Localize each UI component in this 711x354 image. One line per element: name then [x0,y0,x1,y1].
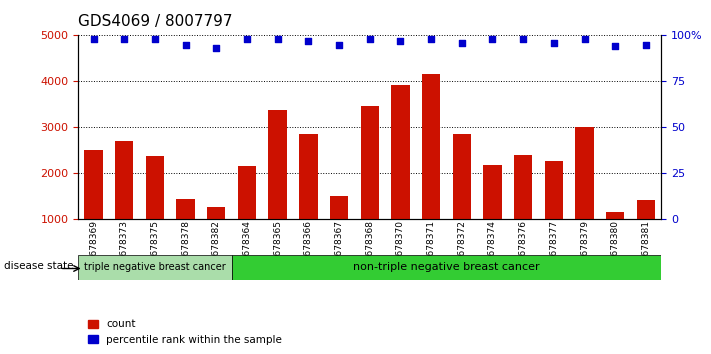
Point [241,36,252,42]
Point [180,42,191,47]
Point [640,42,651,47]
Text: triple negative breast cancer: triple negative breast cancer [84,262,226,272]
Bar [146,155,164,266]
Bar [636,200,655,266]
Bar [575,127,594,266]
Point [88,36,100,42]
Text: disease state: disease state [4,261,74,271]
Text: GSM678377: GSM678377 [550,221,558,275]
Bar [85,149,103,266]
FancyBboxPatch shape [232,255,661,280]
Bar [176,199,195,266]
Text: GSM678367: GSM678367 [335,221,343,275]
Point [303,38,314,44]
Bar [237,166,256,266]
FancyBboxPatch shape [78,255,232,280]
Bar [422,74,440,266]
Point [119,36,130,42]
Text: GSM678376: GSM678376 [518,221,528,275]
Bar [115,141,134,266]
Bar [514,155,533,266]
Text: GSM678369: GSM678369 [89,221,98,275]
Point [609,44,621,49]
Point [548,40,560,46]
Bar [269,110,287,266]
Text: GSM678368: GSM678368 [365,221,374,275]
Bar [207,207,225,266]
Point [395,38,406,44]
Text: GSM678370: GSM678370 [396,221,405,275]
Bar [360,106,379,266]
Text: GDS4069 / 8007797: GDS4069 / 8007797 [78,14,232,29]
Legend: count, percentile rank within the sample: count, percentile rank within the sample [83,315,287,349]
Point [272,36,284,42]
Bar [545,161,563,266]
Text: GSM678382: GSM678382 [212,221,221,275]
Bar [299,134,318,266]
Text: GSM678374: GSM678374 [488,221,497,275]
Point [579,36,590,42]
Text: GSM678381: GSM678381 [641,221,651,275]
Text: GSM678373: GSM678373 [119,221,129,275]
Bar [330,195,348,266]
Text: GSM678364: GSM678364 [242,221,252,275]
Point [149,36,161,42]
Point [364,36,375,42]
Text: GSM678371: GSM678371 [427,221,436,275]
Text: GSM678375: GSM678375 [151,221,159,275]
Text: GSM678365: GSM678365 [273,221,282,275]
Point [487,36,498,42]
Bar [483,165,502,266]
Text: non-triple negative breast cancer: non-triple negative breast cancer [353,262,540,272]
Point [456,40,467,46]
Bar [391,85,410,266]
Text: GSM678379: GSM678379 [580,221,589,275]
Point [518,36,529,42]
Bar [453,134,471,266]
Text: GSM678366: GSM678366 [304,221,313,275]
Text: GSM678372: GSM678372 [457,221,466,275]
Text: GSM678378: GSM678378 [181,221,190,275]
Point [425,36,437,42]
Point [333,42,345,47]
Bar [606,212,624,266]
Point [210,45,222,51]
Text: GSM678380: GSM678380 [611,221,620,275]
